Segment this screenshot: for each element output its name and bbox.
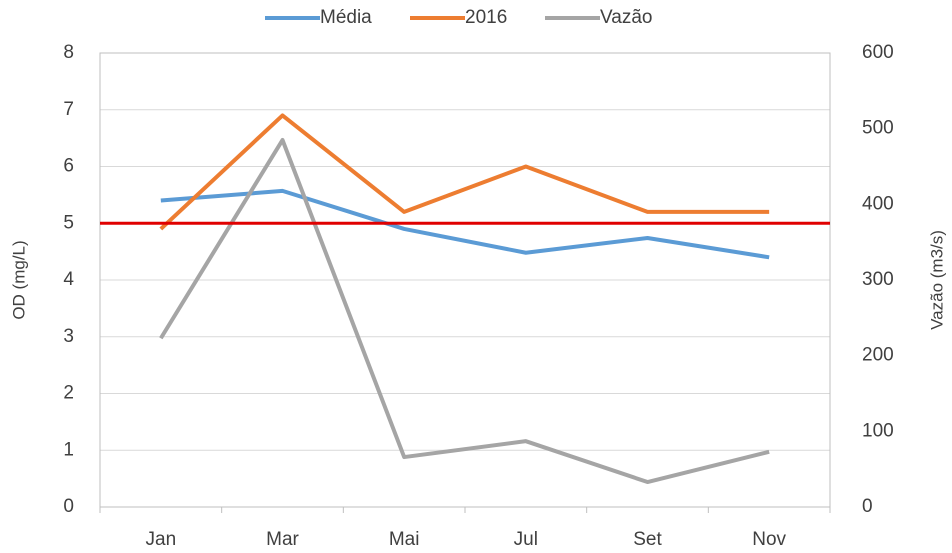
y-tick-label: 0 [63,496,74,517]
x-tick-label: Mai [389,529,420,550]
y2-tick-label: 400 [862,193,894,214]
y-tick-label: 4 [63,269,74,290]
series-line [159,113,770,231]
y-tick-label: 3 [63,326,74,347]
y-tick-label: 5 [63,212,74,233]
y-tick-label: 8 [63,42,74,63]
y2-tick-label: 600 [862,42,894,63]
y2-tick-label: 500 [862,118,894,139]
x-tick-label: Nov [752,529,786,550]
y2-tick-label: 0 [862,496,873,517]
x-tick-label: Jul [514,529,538,550]
series-line [159,138,770,485]
y-tick-label: 2 [63,383,74,404]
y-tick-label: 7 [63,99,74,120]
x-tick-label: Set [633,529,662,550]
x-tick-label: Jan [146,529,177,550]
series-line [160,188,770,260]
y2-axis-title: Vazão (m3/s) [927,230,946,330]
legend-label: Média [320,7,372,28]
legend-label: 2016 [465,7,507,28]
y2-tick-label: 300 [862,269,894,290]
legend-label: Vazão [600,7,652,28]
y2-tick-label: 100 [862,420,894,441]
y-tick-label: 1 [63,439,74,460]
y-tick-label: 6 [63,156,74,177]
y-axis-title: OD (mg/L) [9,240,28,319]
x-tick-label: Mar [266,529,299,550]
y2-tick-label: 200 [862,345,894,366]
